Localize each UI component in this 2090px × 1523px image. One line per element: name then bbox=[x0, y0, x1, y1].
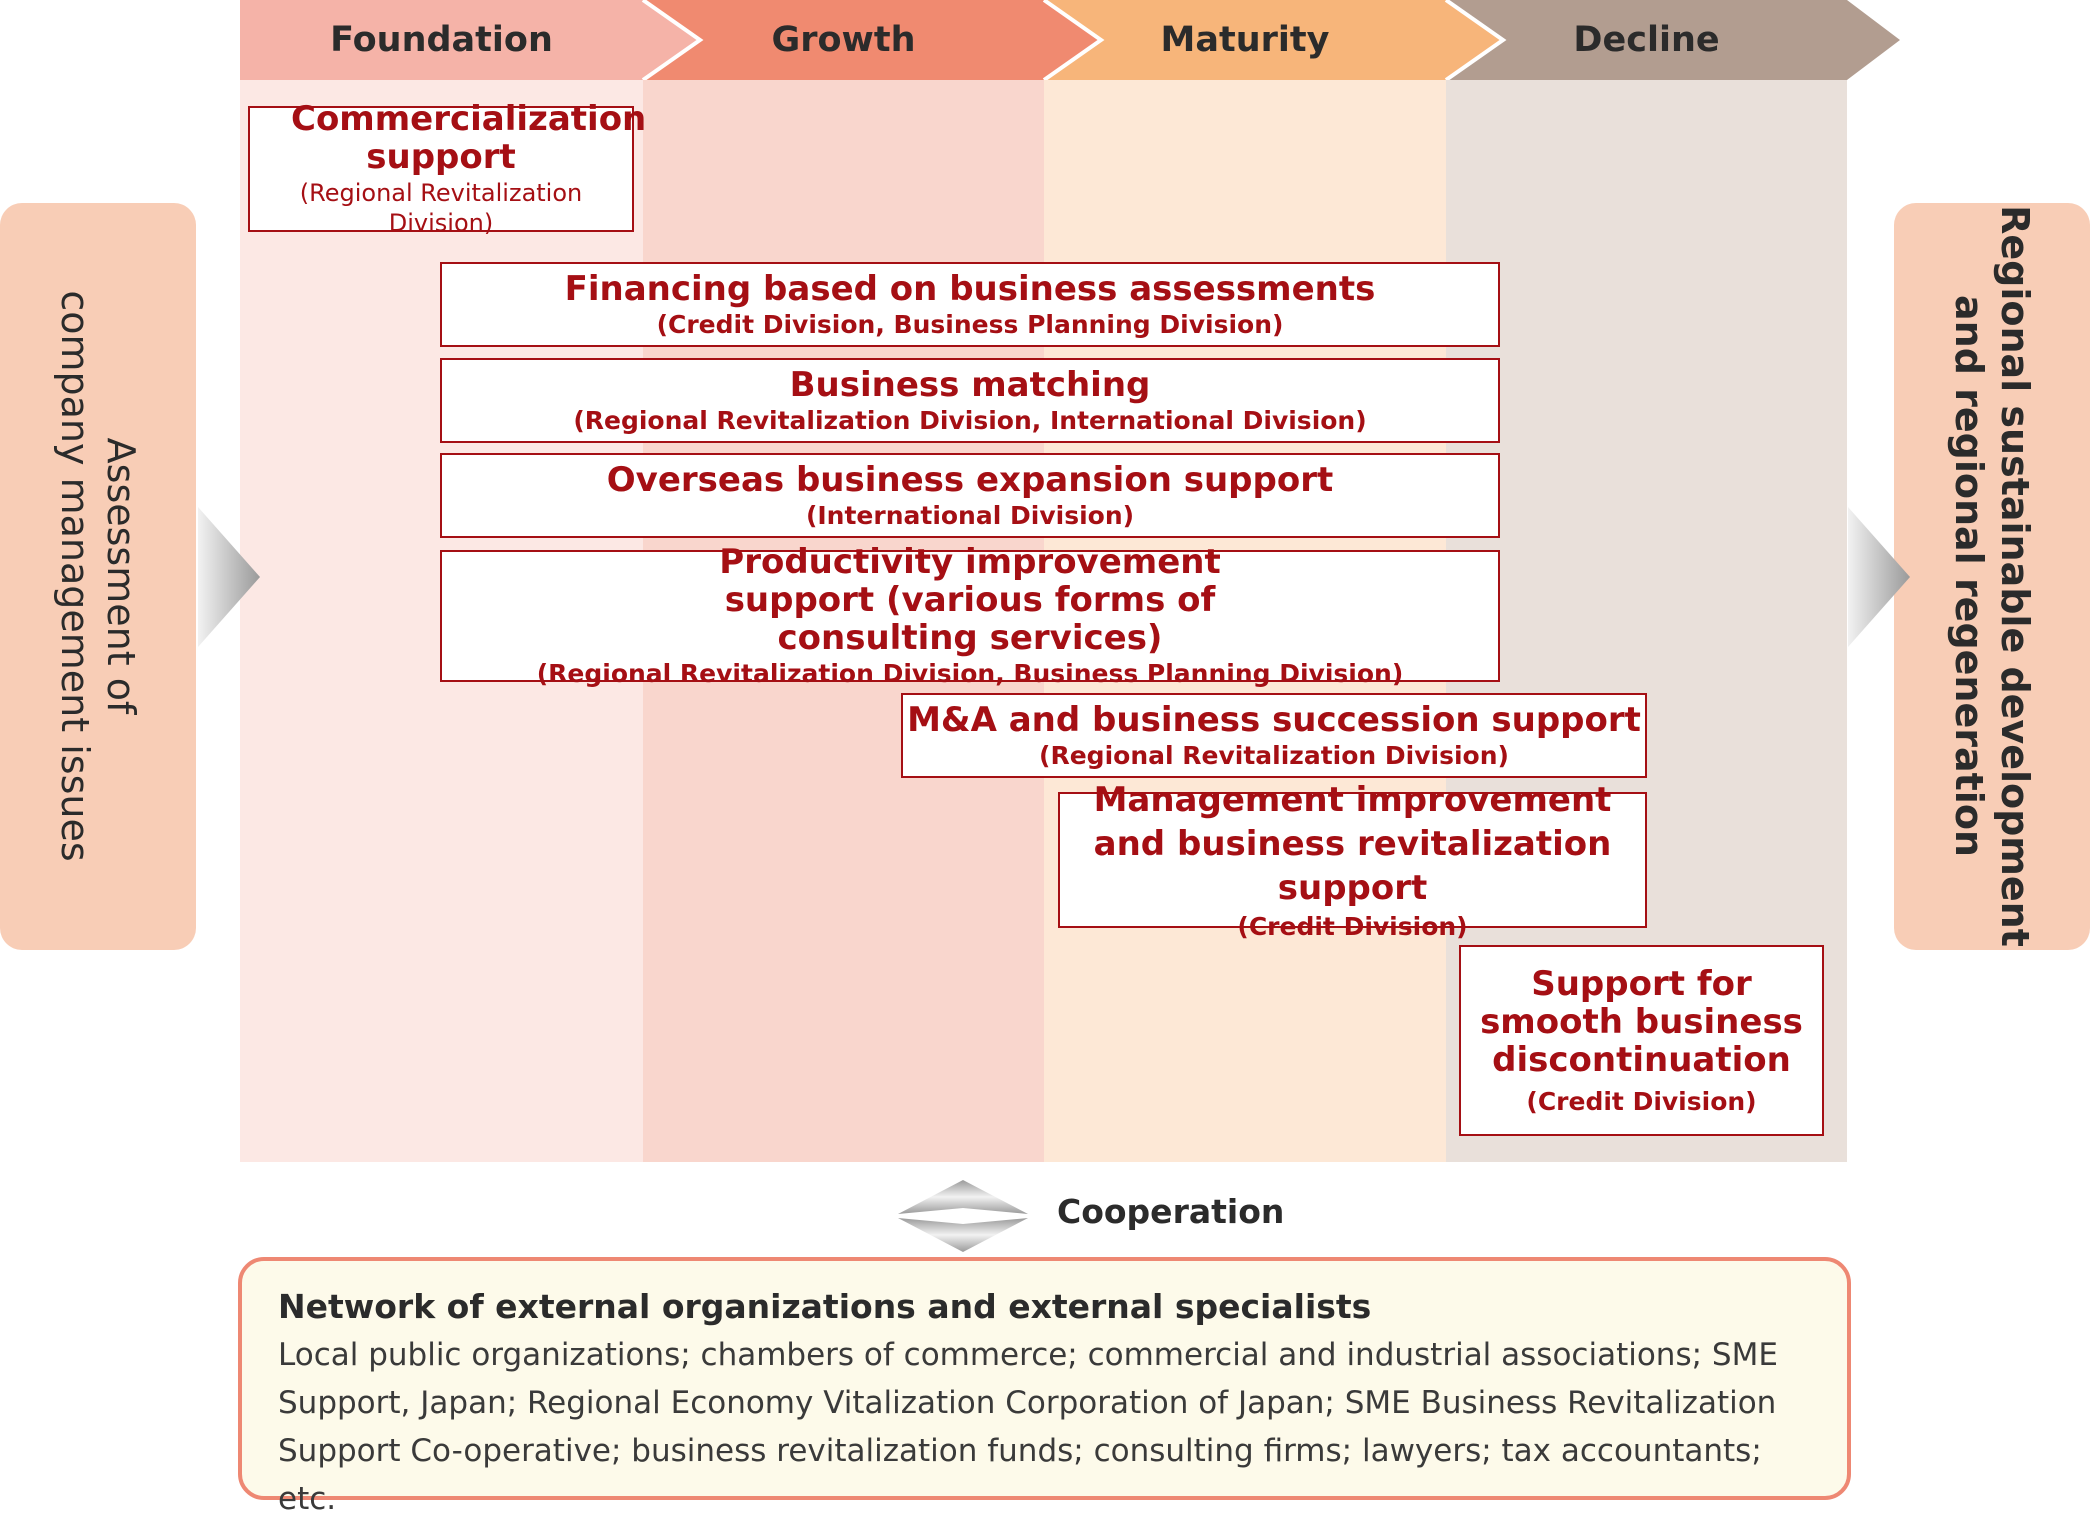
support-title: Support for smooth business discontinuat… bbox=[1480, 963, 1803, 1080]
stage-label-maturity: Maturity bbox=[1160, 20, 1330, 60]
support-title: M&A and business succession support bbox=[907, 699, 1641, 740]
left-panel bbox=[0, 203, 196, 950]
stage-arrow-maturity bbox=[1044, 0, 1503, 80]
support-management-improvement: Management improvement and business revi… bbox=[1058, 780, 1647, 941]
stage-label-foundation: Foundation bbox=[330, 20, 553, 60]
support-division: (Credit Division) bbox=[1237, 912, 1468, 941]
support-productivity: Productivity improvement support (variou… bbox=[440, 543, 1500, 688]
support-title: Commercialization support bbox=[291, 99, 647, 177]
stage-arrow-decline bbox=[1446, 0, 1900, 80]
support-title: Business matching bbox=[789, 364, 1151, 405]
support-division: (Regional Revitalization Division, Inter… bbox=[573, 405, 1367, 435]
support-business-matching: Business matching (Regional Revitalizati… bbox=[440, 358, 1500, 443]
support-division: (International Division) bbox=[805, 500, 1135, 530]
external-network-box: Network of external organizations and ex… bbox=[238, 1257, 1851, 1517]
stage-header-arrows bbox=[240, 0, 1900, 80]
left-flow-arrow-icon bbox=[198, 507, 260, 647]
network-title: Network of external organizations and ex… bbox=[278, 1287, 1372, 1326]
support-ma-succession: M&A and business succession support (Reg… bbox=[901, 693, 1647, 778]
support-overseas-expansion: Overseas business expansion support (Int… bbox=[440, 453, 1500, 538]
support-title: Productivity improvement support (variou… bbox=[719, 542, 1221, 658]
support-smooth-discontinuation: Support for smooth business discontinuat… bbox=[1459, 945, 1824, 1136]
support-division: (Regional Revitalization Division, Busin… bbox=[536, 659, 1404, 688]
support-title: Overseas business expansion support bbox=[606, 459, 1334, 500]
stage-arrow-foundation bbox=[240, 0, 700, 80]
stage-label-decline: Decline bbox=[1573, 20, 1720, 60]
support-title: Financing based on business assessments bbox=[564, 268, 1376, 309]
support-financing: Financing based on business assessments … bbox=[440, 262, 1500, 347]
support-division: (Regional Revitalization Division) bbox=[299, 179, 583, 237]
support-division: (Regional Revitalization Division) bbox=[1039, 740, 1509, 770]
support-division: (Credit Division) bbox=[1526, 1086, 1757, 1116]
left-panel-line1: Assessment of bbox=[99, 437, 143, 715]
network-body: Local public organizations; chambers of … bbox=[278, 1337, 1778, 1517]
right-panel-text: Regional sustainable development and reg… bbox=[1946, 205, 2038, 947]
support-division: (Credit Division, Business Planning Divi… bbox=[656, 309, 1284, 339]
cooperation-double-arrow-icon bbox=[898, 1180, 1028, 1252]
cooperation-label: Cooperation bbox=[1057, 1192, 1285, 1231]
support-title: Management improvement and business revi… bbox=[1093, 780, 1612, 908]
right-flow-arrow-icon bbox=[1848, 507, 1910, 647]
right-panel bbox=[1894, 203, 2090, 950]
right-panel-line1: Regional sustainable development bbox=[1993, 205, 2037, 947]
stage-arrow-growth bbox=[643, 0, 1101, 80]
left-panel-line2: company management issues bbox=[53, 290, 97, 862]
left-panel-text: Assessment of company management issues bbox=[52, 290, 144, 861]
stage-label-growth: Growth bbox=[771, 20, 916, 60]
support-commercialization: Commercialization support (Regional Revi… bbox=[248, 100, 646, 237]
right-panel-line2: and regional regeneration bbox=[1947, 295, 1991, 857]
